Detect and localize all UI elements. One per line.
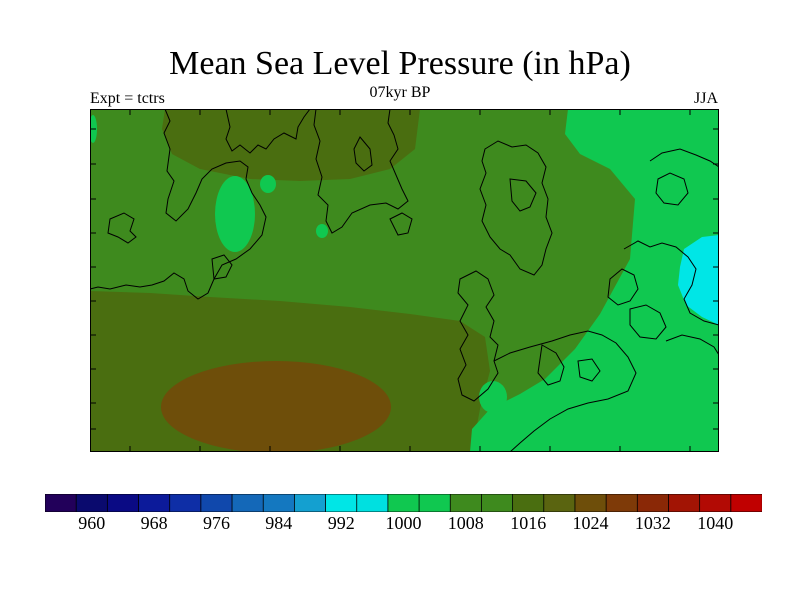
colorbar-tick-label: 984 bbox=[265, 513, 293, 533]
colorbar-swatch bbox=[574, 494, 607, 512]
colorbar-swatch bbox=[636, 494, 670, 512]
colorbar-swatch bbox=[543, 494, 576, 512]
colorbar-tick-label: 1032 bbox=[634, 513, 671, 533]
colorbar-swatch bbox=[730, 494, 762, 512]
colorbar-tick-label: 1016 bbox=[510, 513, 547, 533]
high-pressure-cell bbox=[161, 361, 391, 452]
colorbar-tick-label: 968 bbox=[140, 513, 168, 533]
colorbar-swatch bbox=[200, 494, 233, 512]
colorbar-swatch bbox=[449, 494, 483, 512]
pressure-cell-small-2 bbox=[316, 224, 328, 238]
colorbar-tick-label: 1008 bbox=[447, 513, 484, 533]
colorbar-swatch bbox=[75, 494, 109, 512]
colorbar-swatch bbox=[169, 494, 202, 512]
colorbar-swatch bbox=[387, 494, 420, 512]
pressure-cell-small-1 bbox=[260, 175, 276, 193]
coastlines bbox=[90, 109, 719, 452]
map-frame bbox=[90, 109, 719, 452]
pressure-cell-west bbox=[215, 176, 255, 252]
colorbar-tick-label: 960 bbox=[78, 513, 106, 533]
map-ticks bbox=[90, 109, 719, 452]
pressure-cell-small-3 bbox=[479, 381, 507, 413]
period-subtitle: 07kyr BP bbox=[369, 84, 431, 101]
experiment-label: Expt = tctrs bbox=[90, 90, 165, 107]
colorbar bbox=[45, 494, 762, 512]
colorbar-swatch bbox=[262, 494, 296, 512]
colorbar-tick-label: 992 bbox=[327, 513, 355, 533]
colorbar-tick-label: 1040 bbox=[697, 513, 734, 533]
colorbar-swatch bbox=[356, 494, 389, 512]
colorbar-swatch bbox=[106, 494, 140, 512]
colorbar-swatch bbox=[481, 494, 514, 512]
page-title: Mean Sea Level Pressure (in hPa) bbox=[169, 45, 631, 82]
colorbar-tick-label: 1000 bbox=[385, 513, 422, 533]
colorbar-swatch bbox=[45, 494, 77, 512]
colorbar-swatch bbox=[293, 494, 327, 512]
colorbar-swatch bbox=[699, 494, 732, 512]
colorbar-swatch bbox=[668, 494, 701, 512]
colorbar-swatch bbox=[231, 494, 264, 512]
colorbar-swatch bbox=[605, 494, 639, 512]
colorbar-tick-labels: 960 968 976 984 992 1000 1008 1016 1024 1032 1040 bbox=[0, 512, 800, 536]
pressure-map bbox=[90, 109, 719, 452]
colorbar-swatch bbox=[138, 494, 171, 512]
colorbar-tick-label: 1024 bbox=[572, 513, 609, 533]
colorbar-swatch bbox=[418, 494, 451, 512]
colorbar-swatch bbox=[325, 494, 358, 512]
pressure-zone-east bbox=[470, 109, 719, 452]
colorbar-swatch bbox=[512, 494, 545, 512]
season-label: JJA bbox=[693, 90, 718, 107]
colorbar-tick-label: 976 bbox=[203, 513, 230, 533]
